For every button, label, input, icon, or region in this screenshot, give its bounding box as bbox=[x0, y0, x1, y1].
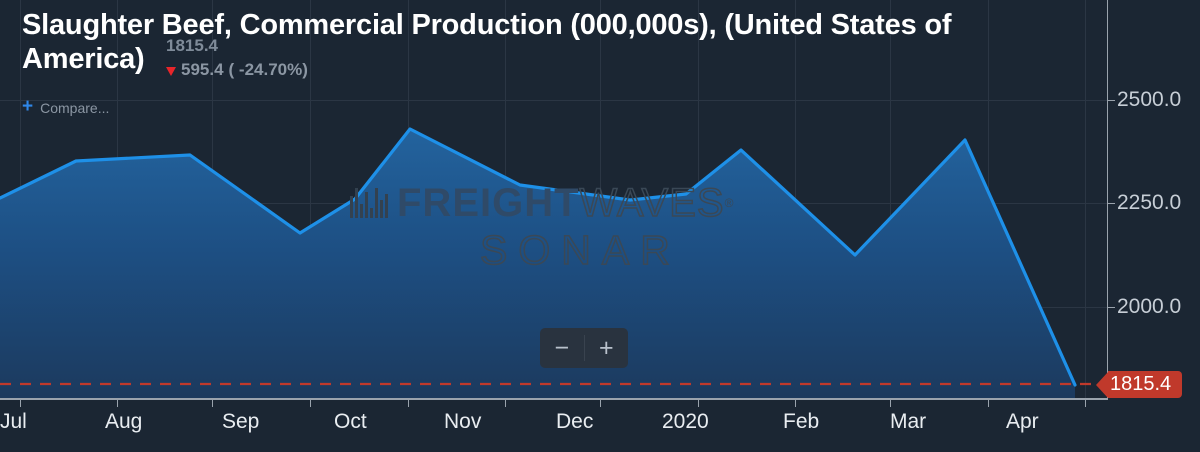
x-axis-label: Oct bbox=[334, 410, 367, 433]
vertical-gridline bbox=[890, 0, 891, 398]
x-axis-tick bbox=[600, 398, 601, 407]
x-axis-label: Aug bbox=[105, 410, 143, 433]
plus-icon: + bbox=[22, 96, 34, 117]
horizontal-gridline bbox=[0, 100, 1108, 101]
area-fill bbox=[0, 129, 1075, 398]
x-axis-label: Feb bbox=[783, 410, 820, 433]
badge-arrow-icon bbox=[1096, 371, 1108, 398]
compare-label: Compare... bbox=[40, 100, 110, 116]
x-axis-tick bbox=[20, 398, 21, 407]
y-axis-tick bbox=[1108, 307, 1115, 308]
x-axis-tick bbox=[212, 398, 213, 407]
zoom-in-button[interactable]: + bbox=[598, 333, 614, 362]
zoom-control-divider bbox=[583, 335, 585, 361]
last-value: 1815.4 bbox=[166, 36, 218, 55]
threshold-badge-label: 1815.4 bbox=[1108, 371, 1183, 398]
x-axis-label: Jul bbox=[0, 410, 27, 433]
y-axis-tick bbox=[1108, 203, 1115, 204]
x-axis-label: Nov bbox=[444, 410, 482, 433]
y-axis-label: 2500.0 bbox=[1117, 88, 1182, 111]
change-summary: 595.4 ( -24.70%) bbox=[166, 60, 308, 80]
x-axis-label: 2020 bbox=[662, 410, 709, 433]
x-axis-tick bbox=[795, 398, 796, 407]
area-line-series bbox=[0, 127, 1108, 398]
y-axis-label: 2250.0 bbox=[1117, 191, 1182, 214]
y-axis-line bbox=[1107, 0, 1108, 398]
summary-stats: 1815.4 595.4 ( -24.70%) bbox=[166, 36, 308, 80]
x-axis-tick bbox=[505, 398, 506, 407]
threshold-value-badge: 1815.4 bbox=[1096, 371, 1183, 398]
x-axis-label: Dec bbox=[556, 410, 594, 433]
x-axis-tick bbox=[698, 398, 699, 407]
series-line bbox=[0, 127, 1077, 387]
y-axis-label: 2000.0 bbox=[1117, 295, 1182, 318]
x-axis-label: Apr bbox=[1006, 410, 1039, 433]
compare-button[interactable]: + Compare... bbox=[22, 96, 110, 117]
x-axis-label: Sep bbox=[222, 410, 260, 433]
x-axis-tick bbox=[408, 398, 409, 407]
x-axis-tick bbox=[890, 398, 891, 407]
zoom-control[interactable]: − + bbox=[540, 328, 628, 368]
x-axis-tick bbox=[988, 398, 989, 407]
vertical-gridline bbox=[310, 0, 311, 398]
y-axis-tick bbox=[1108, 100, 1115, 101]
change-percent: ( -24.70%) bbox=[228, 60, 308, 79]
arrow-down-icon bbox=[166, 66, 176, 76]
x-axis-tick bbox=[117, 398, 118, 407]
x-axis-label: Mar bbox=[890, 410, 927, 433]
x-axis-tick bbox=[310, 398, 311, 407]
zoom-out-button[interactable]: − bbox=[554, 333, 570, 362]
x-axis-line bbox=[0, 398, 1108, 400]
change-value: 595.4 bbox=[181, 60, 224, 79]
x-axis-tick bbox=[1085, 398, 1086, 407]
vertical-gridline bbox=[1085, 0, 1086, 398]
